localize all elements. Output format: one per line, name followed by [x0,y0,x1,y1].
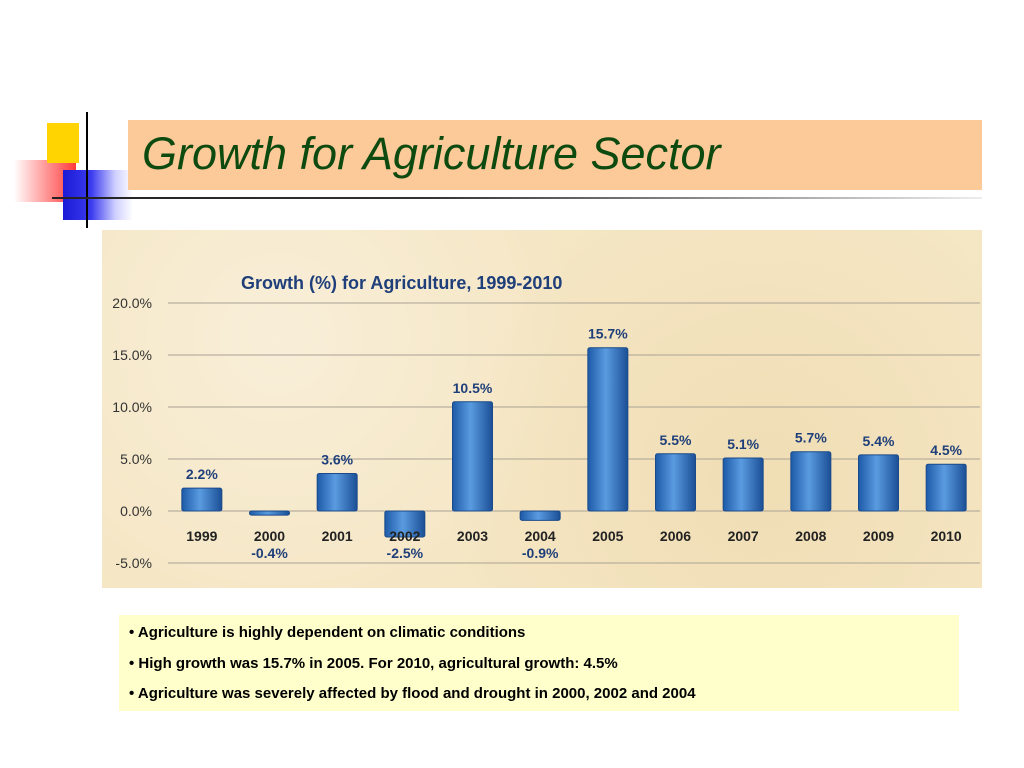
data-label: 15.7% [588,326,628,342]
bar [858,454,899,512]
data-label: 5.5% [660,432,692,448]
x-tick-label: 2002 [389,528,420,544]
data-label: 3.6% [321,452,353,468]
bar [452,401,493,512]
title-underline [52,197,982,199]
bar-chart: Growth (%) for Agriculture, 1999-2010 20… [112,273,980,571]
x-tick-label: 2007 [728,528,759,544]
x-tick-label: 1999 [186,528,217,544]
x-tick-label: 2000 [254,528,285,544]
y-tick-label: 5.0% [120,451,152,467]
data-label: -0.9% [522,545,559,561]
bullet-item: • High growth was 15.7% in 2005. For 201… [129,655,618,672]
chart-panel: Growth (%) for Agriculture, 1999-2010 20… [102,230,982,588]
x-tick-label: 2008 [795,528,826,544]
bullet-item: • Agriculture was severely affected by f… [129,685,696,702]
bar [316,473,358,512]
data-label: 10.5% [453,380,493,396]
x-tick-label: 2009 [863,528,894,544]
slide-title: Growth for Agriculture Sector [142,128,721,179]
chart-title: Growth (%) for Agriculture, 1999-2010 [241,273,562,293]
decor-vertical-line [86,112,88,228]
bullet-box: • Agriculture is highly dependent on cli… [119,615,959,711]
data-label: 4.5% [930,442,962,458]
y-tick-label: 15.0% [112,347,152,363]
data-label: 2.2% [186,466,218,482]
bar [925,463,967,512]
x-tick-label: 2004 [525,528,556,544]
bar [384,510,426,538]
data-label: 5.1% [727,436,759,452]
bar [181,487,223,512]
y-tick-label: -5.0% [115,555,152,571]
x-tick-label: 2003 [457,528,488,544]
data-label: -2.5% [387,545,424,561]
y-tick-label: 10.0% [112,399,152,415]
bar [519,510,561,521]
bar [722,457,764,512]
x-tick-label: 2001 [322,528,353,544]
title-bar [128,120,982,190]
x-tick-label: 2005 [592,528,623,544]
data-label: 5.7% [795,430,827,446]
data-label: 5.4% [863,433,895,449]
bullet-item: • Agriculture is highly dependent on cli… [129,624,526,641]
y-tick-label: 0.0% [120,503,152,519]
bar [655,453,696,512]
bar [587,347,629,512]
data-label: -0.4% [251,545,288,561]
bar [249,510,290,516]
y-tick-label: 20.0% [112,295,152,311]
bar [790,451,832,512]
decor-blue-block [63,170,133,220]
decor-yellow-block [47,123,79,163]
x-tick-label: 2006 [660,528,691,544]
x-tick-label: 2010 [931,528,962,544]
